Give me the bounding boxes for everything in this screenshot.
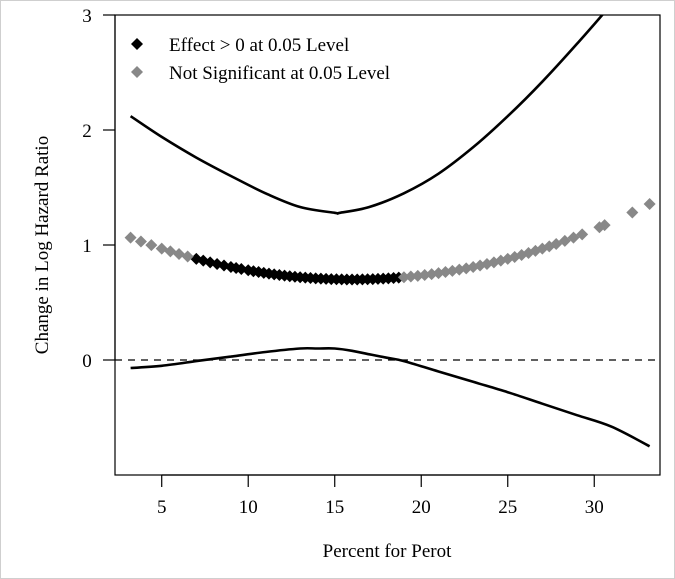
y-axis-label: Change in Log Hazard Ratio — [32, 136, 53, 354]
lower-confidence-bound — [130, 346, 651, 448]
upper-confidence-bound — [129, 15, 604, 215]
legend-label-significant: Effect > 0 at 0.05 Level — [169, 35, 349, 56]
x-tick-label: 5 — [157, 497, 167, 518]
data-point — [598, 219, 611, 232]
series-not-significant — [124, 197, 656, 284]
legend-marker-significant — [131, 38, 143, 50]
data-point — [173, 247, 186, 260]
x-tick-label: 20 — [412, 497, 431, 518]
legend-label-not-significant: Not Significant at 0.05 Level — [169, 63, 390, 84]
x-tick-label: 10 — [239, 497, 258, 518]
x-tick-label: 25 — [498, 497, 517, 518]
x-axis: 5 10 15 20 25 30 — [157, 474, 604, 518]
y-tick-label: 2 — [82, 121, 92, 142]
data-point — [124, 231, 137, 244]
series-significant — [190, 252, 405, 286]
data-point — [397, 271, 410, 284]
data-point — [181, 250, 194, 263]
plot-layer — [115, 15, 660, 448]
data-point — [576, 228, 589, 241]
legend-item-not-significant: Not Significant at 0.05 Level — [131, 63, 390, 84]
legend-marker-not-significant — [131, 66, 143, 78]
data-point — [404, 270, 417, 283]
data-point — [145, 239, 158, 252]
data-point — [501, 252, 514, 265]
data-point — [164, 245, 177, 258]
y-tick-label: 1 — [82, 236, 92, 257]
x-axis-label: Percent for Perot — [323, 541, 452, 562]
legend-item-significant: Effect > 0 at 0.05 Level — [131, 35, 349, 56]
legend: Effect > 0 at 0.05 Level Not Significant… — [131, 35, 390, 84]
y-tick-label: 0 — [82, 351, 92, 372]
x-tick-label: 30 — [585, 497, 604, 518]
plot-border — [114, 14, 661, 476]
data-point — [134, 235, 147, 248]
y-tick-label: 3 — [82, 6, 92, 27]
data-point — [626, 206, 639, 219]
data-point — [643, 197, 656, 210]
x-tick-label: 15 — [325, 497, 344, 518]
data-point — [418, 268, 431, 281]
y-axis: 0 1 2 3 — [82, 6, 116, 372]
data-point — [411, 269, 424, 282]
